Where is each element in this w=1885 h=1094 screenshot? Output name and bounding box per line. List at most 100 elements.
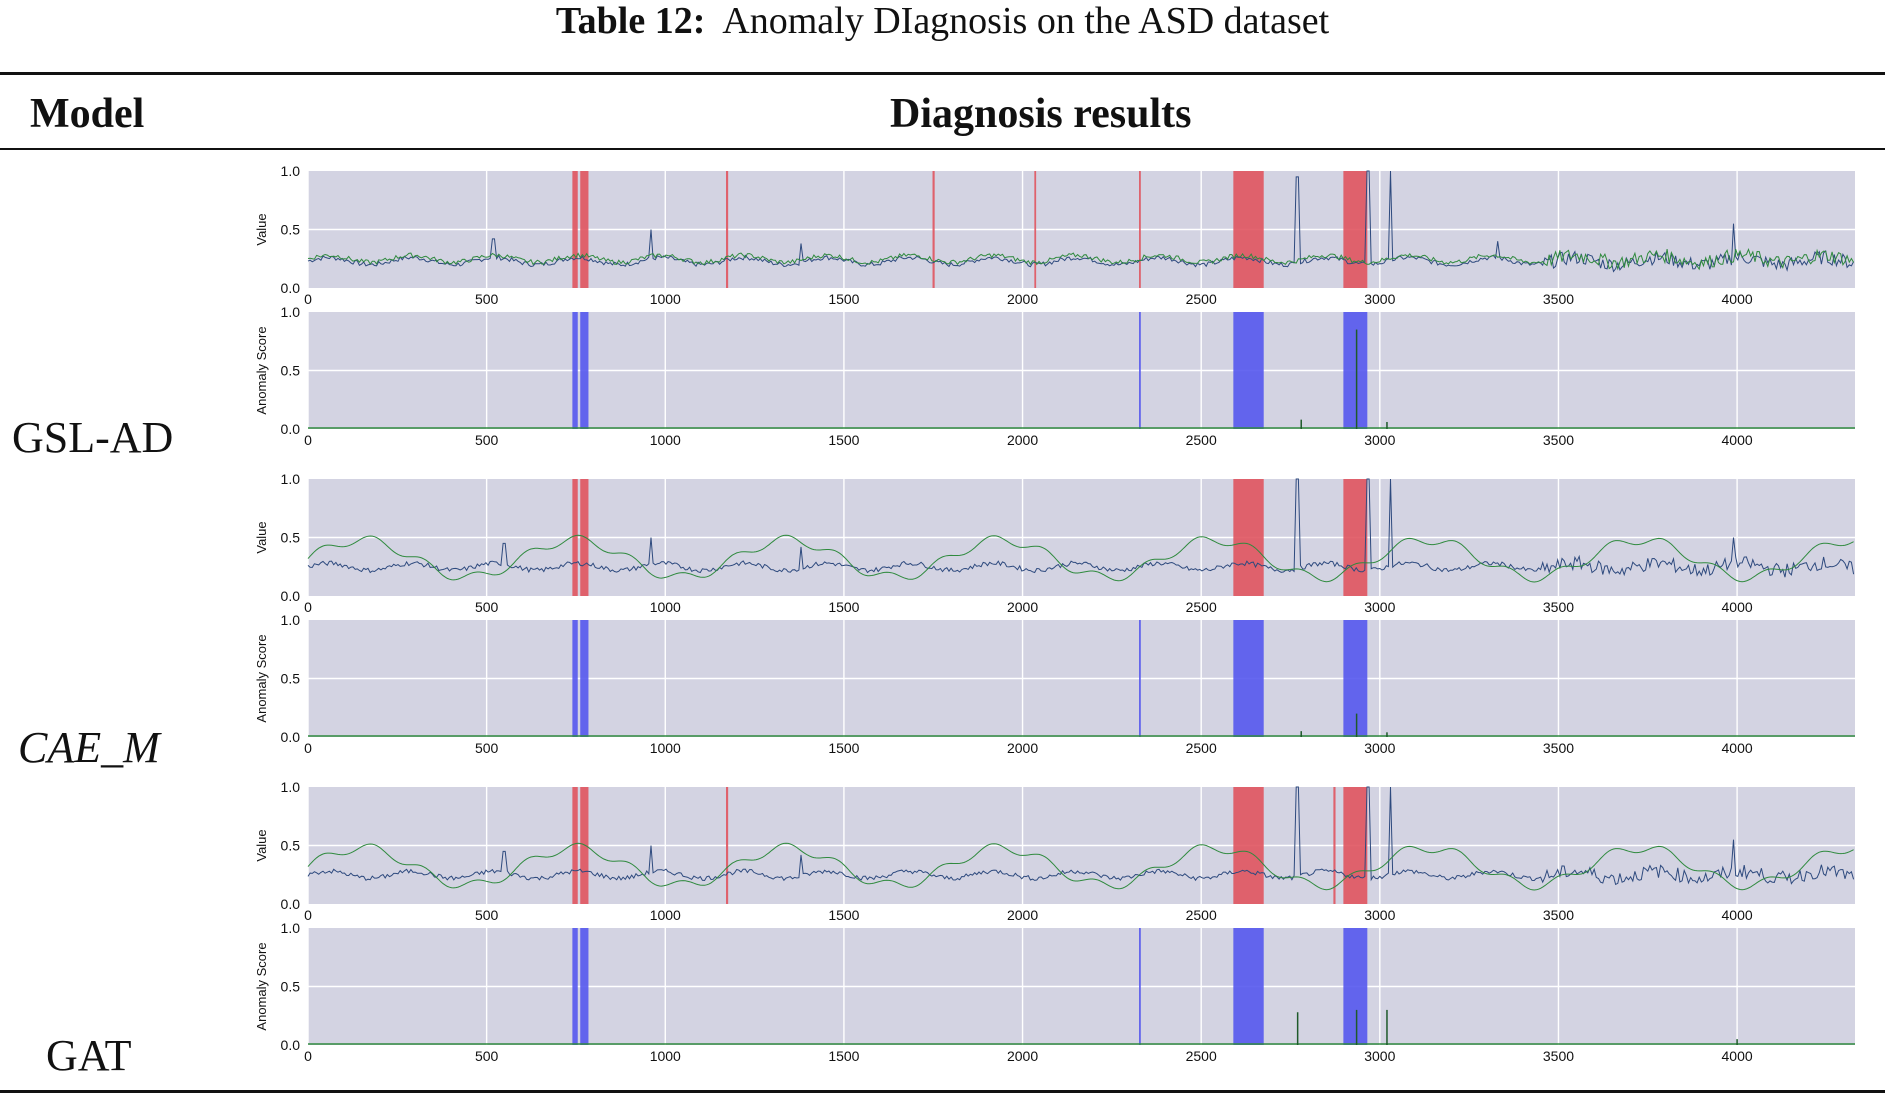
panel-5-band-4 [1343,928,1368,1045]
panel-0-band-5 [1139,171,1141,288]
panel-4-xtick-label-5: 2500 [1186,907,1217,923]
panel-1-band-1 [580,312,589,429]
panel-3-ytick-label-0: 0.0 [281,729,301,745]
panel-4-band-0 [572,787,578,904]
panel-3-xtick-label-8: 4000 [1722,740,1753,756]
panel-5-xtick-label-2: 1000 [650,1048,681,1064]
panel-1-band-4 [1343,312,1368,429]
panel-2-band-1 [580,479,589,596]
panel-1-xtick-label-8: 4000 [1722,432,1753,448]
panel-0-band-6 [1233,171,1264,288]
bottom-rule [0,1090,1885,1093]
panel-2-xtick-label-3: 1500 [828,599,859,615]
panel-1-xtick-label-4: 2000 [1007,432,1038,448]
panel-2-band-2 [1233,479,1264,596]
panel-3-band-2 [1139,620,1141,737]
panel-4-band-3 [1233,787,1264,904]
panel-4-band-2 [726,787,729,904]
panel-0-xtick-label-3: 1500 [828,291,859,307]
panel-0-xtick-label-2: 1000 [650,291,681,307]
panel-3-ylabel: Anomaly Score [254,634,269,722]
panel-1-xtick-label-1: 500 [475,432,499,448]
panel-0-band-0 [572,171,578,288]
panel-3-xtick-label-2: 1000 [650,740,681,756]
panel-3-ytick-label-2: 1.0 [281,612,301,628]
panel-1-xtick-label-0: 0 [304,432,312,448]
panel-1-ytick-label-2: 1.0 [281,304,301,320]
panel-5-band-1 [580,928,589,1045]
panel-4-band-1 [580,787,589,904]
panel-2-xtick-label-2: 1000 [650,599,681,615]
panel-2-xtick-label-0: 0 [304,599,312,615]
panel-0-xtick-label-0: 0 [304,291,312,307]
panel-4-band-5 [1343,787,1368,904]
panel-2-ytick-label-1: 0.5 [281,530,301,546]
panel-0-ytick-label-1: 0.5 [281,222,301,238]
panel-4-ytick-label-0: 0.0 [281,896,301,912]
panel-0-xtick-label-5: 2500 [1186,291,1217,307]
panel-4-ytick-label-2: 1.0 [281,779,301,795]
panel-2-band-3 [1343,479,1368,596]
panel-5-ytick-label-2: 1.0 [281,920,301,936]
model-label-gsl-ad: GSL-AD [12,413,174,462]
panel-1-xtick-label-2: 1000 [650,432,681,448]
panel-5-xtick-label-4: 2000 [1007,1048,1038,1064]
panel-3-xtick-label-7: 3500 [1543,740,1574,756]
panel-5-xtick-label-1: 500 [475,1048,499,1064]
panel-2-xtick-label-6: 3000 [1364,599,1395,615]
panel-3-band-3 [1233,620,1264,737]
caption-label: Table 12: [555,0,706,42]
panel-1-band-3 [1233,312,1264,429]
panel-1-xtick-label-5: 2500 [1186,432,1217,448]
panel-3-xtick-label-4: 2000 [1007,740,1038,756]
panel-4-band-4 [1333,787,1336,904]
panel-0-ytick-label-0: 0.0 [281,280,301,296]
panel-3-band-1 [580,620,589,737]
panel-5-ylabel: Anomaly Score [254,942,269,1030]
panel-0-band-2 [726,171,729,288]
panel-3-ytick-label-1: 0.5 [281,671,301,687]
panel-4-xtick-label-4: 2000 [1007,907,1038,923]
panel-5-xtick-label-8: 4000 [1722,1048,1753,1064]
model-label-gat: GAT [46,1031,132,1080]
panel-1-band-0 [572,312,578,429]
panel-0-ytick-label-2: 1.0 [281,163,301,179]
panel-3-xtick-label-0: 0 [304,740,312,756]
panel-4-ytick-label-1: 0.5 [281,838,301,854]
panel-2-ylabel: Value [254,521,269,553]
panel-2-xtick-label-7: 3500 [1543,599,1574,615]
panel-5-band-2 [1139,928,1141,1045]
panel-3-band-0 [572,620,578,737]
panel-0-band-1 [580,171,589,288]
panel-2-series-input [307,478,1855,578]
panel-2-xtick-label-5: 2500 [1186,599,1217,615]
panel-5-xtick-label-6: 3000 [1364,1048,1395,1064]
top-rule [0,72,1885,75]
panel-0-xtick-label-4: 2000 [1007,291,1038,307]
panel-5-ytick-label-0: 0.0 [281,1037,301,1053]
header-diagnosis-results: Diagnosis results [890,91,1192,137]
panel-4-ylabel: Value [254,829,269,861]
panel-2-xtick-label-8: 4000 [1722,599,1753,615]
panel-1-ytick-label-1: 0.5 [281,363,301,379]
panel-1-band-2 [1139,312,1141,429]
panel-4-xtick-label-8: 4000 [1722,907,1753,923]
panel-2-series-reconstruction [307,534,1854,583]
header-rule [0,148,1885,150]
panel-5-xtick-label-7: 3500 [1543,1048,1574,1064]
panel-1-xtick-label-7: 3500 [1543,432,1574,448]
panel-2-xtick-label-1: 500 [475,599,499,615]
panel-4-xtick-label-7: 3500 [1543,907,1574,923]
panel-4-xtick-label-6: 3000 [1364,907,1395,923]
panel-3-xtick-label-1: 500 [475,740,499,756]
panel-0-band-7 [1343,171,1368,288]
panel-2-ytick-label-0: 0.0 [281,588,301,604]
panel-0-band-4 [1034,171,1037,288]
panel-2-band-0 [572,479,578,596]
table-caption: Table 12: Anomaly DIagnosis on the ASD d… [0,0,1885,42]
panel-0-xtick-label-1: 500 [475,291,499,307]
panel-3-xtick-label-3: 1500 [828,740,859,756]
panel-1-ylabel: Anomaly Score [254,326,269,414]
panel-4-xtick-label-2: 1000 [650,907,681,923]
panel-2-xtick-label-4: 2000 [1007,599,1038,615]
